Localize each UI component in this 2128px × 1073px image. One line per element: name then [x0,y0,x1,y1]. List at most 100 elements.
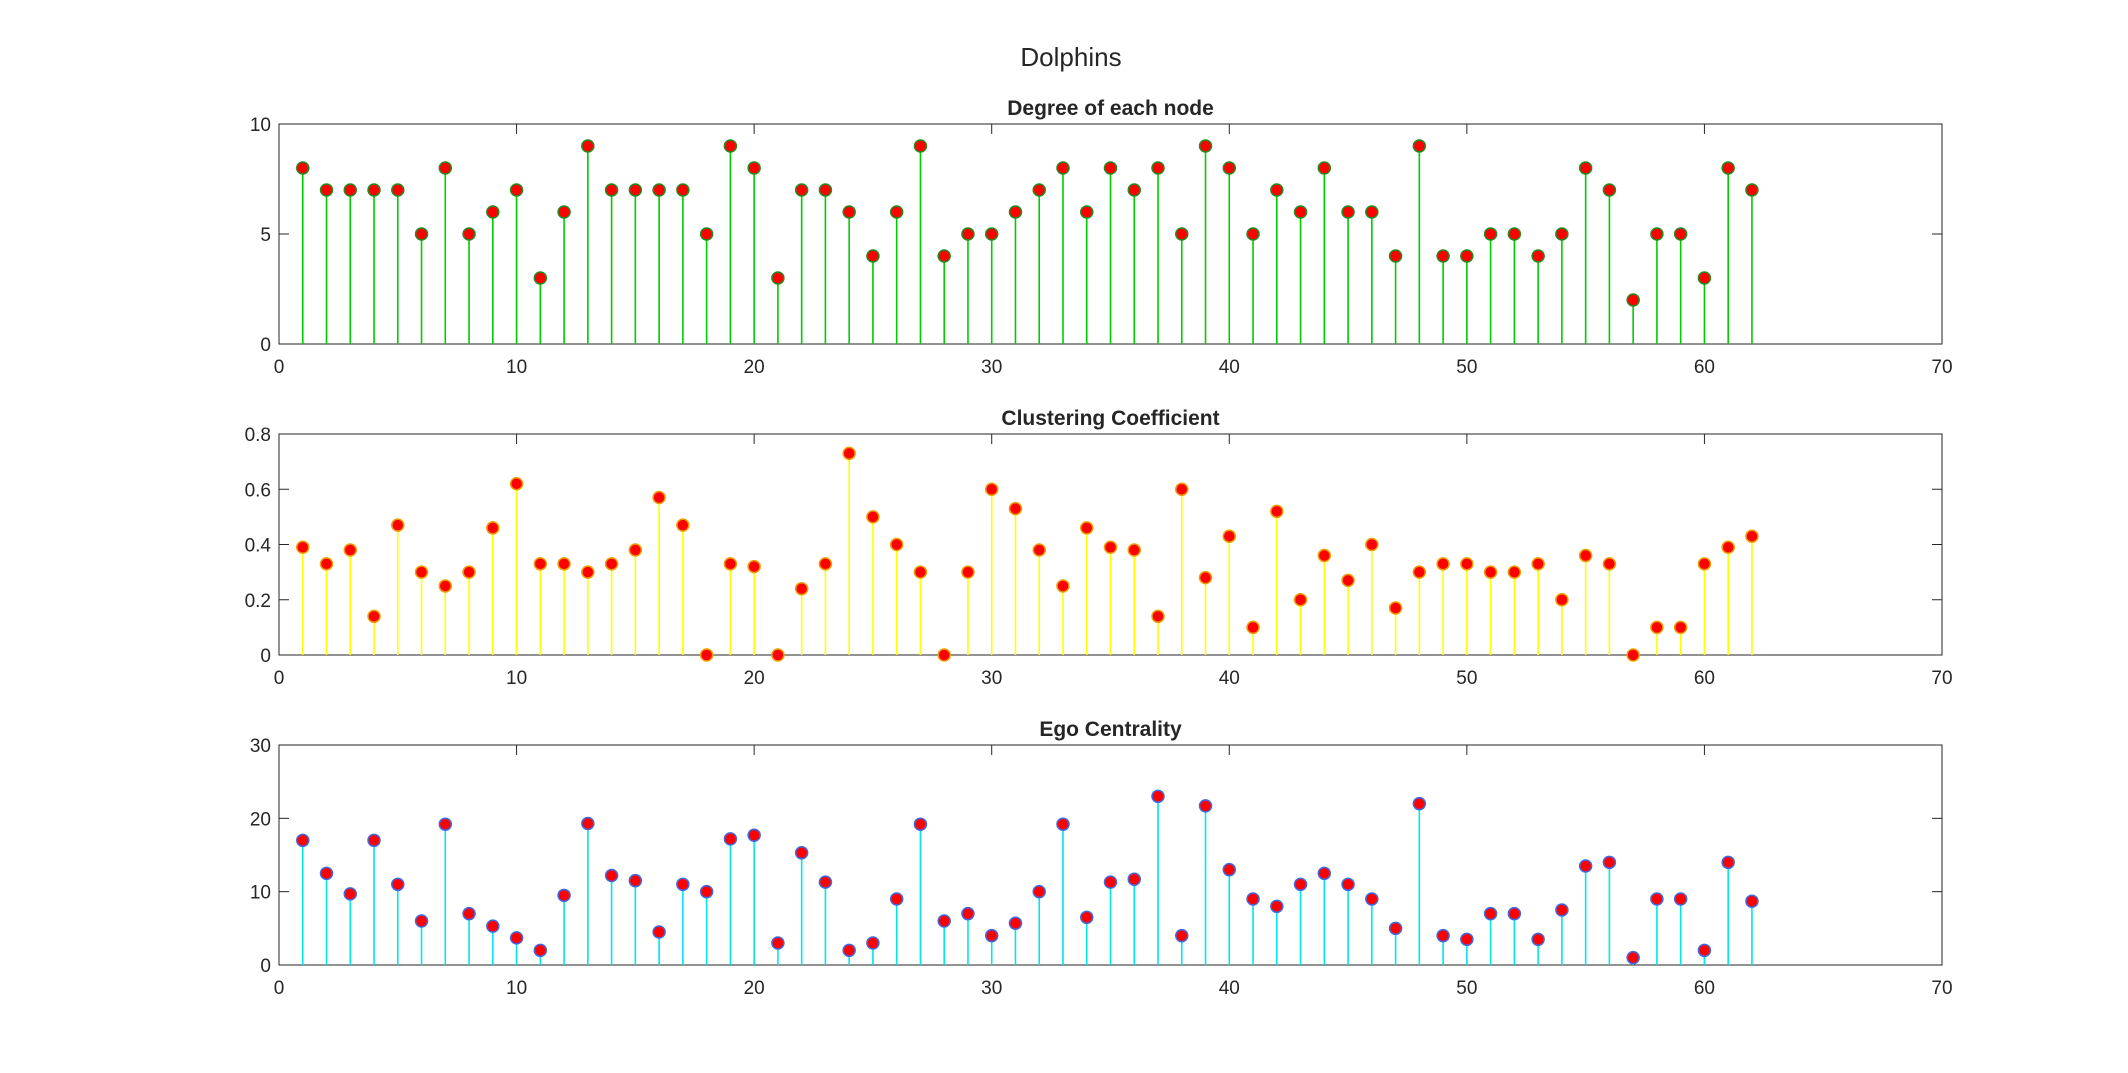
stem-marker [842,943,856,958]
x-tick-label: 10 [506,978,527,999]
stem-marker [699,648,714,662]
stem-marker [1079,205,1094,219]
stem-marker [1127,183,1142,197]
stem-marker [1317,161,1332,175]
stem-marker [438,579,453,593]
stem-marker [319,557,334,571]
stem-marker [1460,932,1474,947]
stem-series [296,139,1759,344]
stem-marker [462,565,476,579]
stem-marker [1460,557,1474,571]
stem-marker [367,609,381,624]
y-tick-label: 0.6 [245,480,271,501]
stem-marker [1602,183,1617,197]
stem-marker [1555,593,1569,607]
x-tick-label: 50 [1456,668,1477,689]
stem-marker [1673,227,1688,241]
x-tick-label: 40 [1219,978,1240,999]
stem-marker [1222,529,1237,543]
stem-marker [391,183,405,197]
stem-marker [1507,227,1522,241]
stem-marker [391,518,405,532]
stem-marker [367,183,381,197]
stem-marker [866,510,880,524]
stem-marker [343,887,358,901]
stem-marker [1483,906,1498,921]
stem-marker [628,183,643,197]
stem-marker [1270,899,1284,914]
x-tick-label: 40 [1219,357,1240,378]
stem-marker [699,884,714,899]
stem-marker [747,161,761,175]
stem-marker [818,557,833,571]
stem-marker [1412,139,1427,153]
stem-marker [1697,271,1712,285]
stem-marker [937,648,951,662]
subplot-title: Clustering Coefficient [1001,407,1219,430]
stem-marker [486,919,500,933]
stem-marker [1626,950,1640,965]
stem-marker [1246,227,1260,241]
x-tick-label: 70 [1931,978,1952,999]
stem-marker [1365,537,1379,552]
stem-series [296,789,1759,965]
x-tick-label: 10 [506,668,527,689]
stem-marker [1317,548,1332,563]
stem-marker [1198,139,1213,153]
stem-marker [984,482,999,496]
stem-marker [1127,543,1142,557]
stem-marker [462,227,476,241]
stem-marker [842,205,856,219]
stem-marker [1412,796,1427,811]
stem-marker [1246,892,1260,906]
stem-marker [1388,921,1403,936]
stem-marker [1056,817,1070,831]
stem-marker [581,139,595,153]
stem-marker [1697,943,1712,958]
stem-marker [391,877,405,892]
stem-marker [937,914,951,928]
stem-marker [866,936,880,950]
stem-marker [937,249,951,263]
stem-marker [1103,161,1118,175]
y-tick-label: 30 [250,736,271,757]
stem-marker [438,817,453,831]
stem-marker [1531,932,1545,947]
stem-marker [961,565,975,579]
stem-marker [1721,855,1735,870]
stem-marker [581,816,595,831]
stem-marker [1270,504,1284,519]
stem-marker [1745,894,1759,908]
stem-marker [1246,620,1260,635]
stem-marker [1008,916,1023,930]
stem-marker [343,183,358,197]
subplot-title: Ego Centrality [1039,718,1182,741]
stem-marker [961,906,975,921]
stem-marker [557,205,571,219]
y-tick-label: 20 [250,809,271,830]
stem-marker [438,161,453,175]
stem-marker [1578,161,1593,175]
stem-marker [676,877,690,892]
stem-marker [771,648,785,662]
stem-marker [1673,620,1688,635]
stem-marker [367,833,381,848]
x-tick-label: 60 [1694,978,1715,999]
stem-marker [1341,877,1355,892]
stem-marker [1745,529,1759,543]
stem-marker [1341,205,1355,219]
subplot-1: Degree of each node 0 10 20 30 40 50 60 70 0 5 10 [250,97,1953,378]
stem-marker [1151,789,1165,804]
stem-marker [1436,249,1450,263]
stem-marker [509,183,524,197]
stem-marker [889,537,904,552]
stem-marker [557,557,571,571]
stem-marker [723,139,738,153]
stem-marker [1602,855,1617,870]
stem-marker [604,183,619,197]
stem-marker [818,183,833,197]
stem-marker [1008,501,1023,516]
stem-marker [509,931,524,945]
stem-marker [1222,161,1237,175]
